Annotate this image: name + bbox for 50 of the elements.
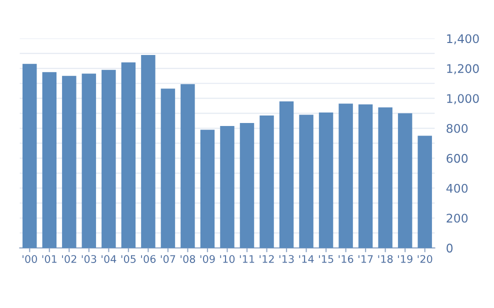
bar — [358, 104, 373, 248]
y-tick-label: 1,000 — [447, 94, 479, 104]
bar — [378, 107, 392, 248]
x-tick-label: '11 — [240, 255, 254, 263]
bar — [418, 136, 432, 248]
x-tick-label: '14 — [299, 255, 314, 263]
bar — [279, 101, 294, 248]
x-tick-label: '06 — [141, 255, 156, 263]
y-tick-label: 0 — [446, 244, 453, 253]
bar — [299, 114, 314, 248]
bar — [220, 126, 234, 248]
bar — [160, 88, 176, 248]
bar — [260, 116, 274, 248]
bar — [200, 130, 215, 248]
x-tick-label: '04 — [102, 255, 116, 263]
bar — [121, 62, 136, 248]
bar — [240, 123, 254, 248]
x-tick-label: '09 — [200, 255, 215, 263]
bar — [22, 64, 37, 248]
x-tick-label: '17 — [358, 255, 373, 263]
y-tick-label: 200 — [446, 214, 468, 223]
bar — [338, 104, 353, 248]
x-tick-label: '13 — [279, 255, 294, 263]
x-tick-label: '05 — [121, 255, 136, 263]
x-tick-label: '16 — [338, 255, 354, 263]
y-tick-label: 400 — [446, 184, 468, 193]
x-tick-label: '07 — [160, 255, 176, 263]
bar — [62, 76, 76, 248]
x-tick-label: '15 — [318, 255, 334, 263]
bar — [318, 112, 334, 248]
y-tick-label: 1,200 — [447, 64, 479, 74]
y-tick-label: 1,400 — [447, 34, 479, 44]
x-tick-label: '18 — [378, 255, 393, 263]
x-tick-label: '08 — [180, 255, 196, 263]
x-tick-label: '02 — [62, 255, 76, 263]
x-tick-label: '20 — [418, 255, 432, 263]
bar — [180, 84, 195, 248]
bar — [398, 113, 412, 248]
x-tick-label: '12 — [260, 255, 274, 263]
bar — [42, 72, 57, 248]
x-tick-label: '00 — [22, 255, 38, 263]
x-tick-label: '03 — [82, 255, 96, 263]
bar — [82, 74, 96, 248]
bar — [141, 54, 156, 248]
x-tick-label: '10 — [220, 255, 235, 263]
x-tick-label: '19 — [398, 255, 412, 263]
x-tick-label: '01 — [42, 255, 56, 263]
y-tick-label: 600 — [446, 154, 468, 163]
y-tick-label: 800 — [446, 124, 468, 133]
bar — [102, 70, 116, 248]
